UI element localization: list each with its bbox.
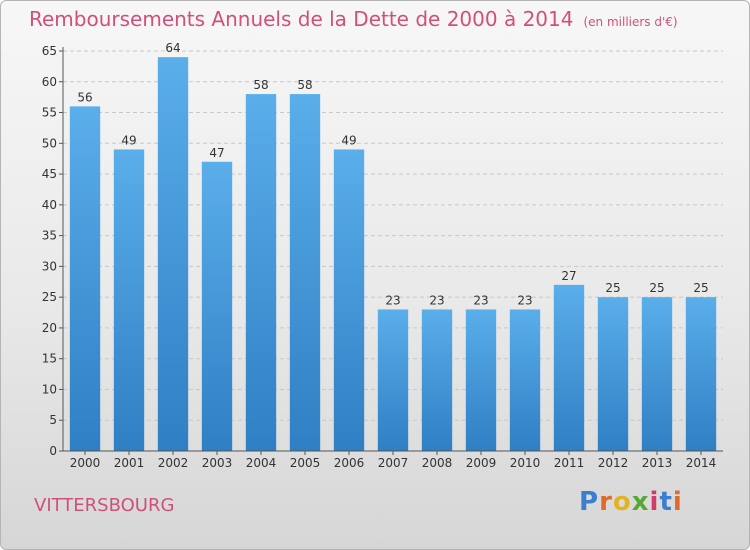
x-tick-label: 2003 xyxy=(202,456,233,470)
logo-letter: r xyxy=(599,487,613,517)
data-label: 23 xyxy=(385,293,400,307)
y-tick-label: 15 xyxy=(42,352,57,366)
x-tick-label: 2012 xyxy=(598,456,629,470)
data-label: 27 xyxy=(561,269,576,283)
data-label: 23 xyxy=(517,293,532,307)
data-label: 47 xyxy=(209,146,224,160)
x-tick-label: 2000 xyxy=(70,456,101,470)
data-label: 23 xyxy=(429,293,444,307)
data-label: 58 xyxy=(297,78,312,92)
y-tick-label: 45 xyxy=(42,167,57,181)
chart-title-text: Remboursements Annuels de la Dette de 20… xyxy=(29,7,574,31)
x-tick-label: 2007 xyxy=(378,456,409,470)
logo-letter: i xyxy=(672,487,683,517)
x-tick-label: 2005 xyxy=(290,456,321,470)
logo-letter: t xyxy=(659,487,673,517)
bar xyxy=(641,297,673,451)
y-tick-label: 60 xyxy=(42,75,57,89)
bar xyxy=(69,106,101,451)
bar xyxy=(685,297,717,451)
bar xyxy=(377,309,409,451)
bar xyxy=(157,57,189,452)
chart-title: Remboursements Annuels de la Dette de 20… xyxy=(29,7,678,31)
data-label: 49 xyxy=(121,133,136,147)
data-label: 25 xyxy=(649,281,664,295)
x-tick-label: 2008 xyxy=(422,456,453,470)
x-tick-label: 2006 xyxy=(334,456,365,470)
y-tick-label: 35 xyxy=(42,229,57,243)
y-tick-label: 20 xyxy=(42,321,57,335)
bar xyxy=(289,94,321,452)
y-tick-label: 55 xyxy=(42,106,57,120)
y-tick-label: 65 xyxy=(42,44,57,58)
x-tick-label: 2014 xyxy=(686,456,717,470)
commune-name: VITTERSBOURG xyxy=(34,495,175,516)
y-tick-label: 0 xyxy=(49,444,57,458)
proxiti-logo: Proxiti xyxy=(579,487,683,517)
data-label: 56 xyxy=(77,90,92,104)
bar xyxy=(597,297,629,451)
x-tick-label: 2013 xyxy=(642,456,673,470)
logo-letter: P xyxy=(579,487,600,517)
bar xyxy=(421,309,453,451)
bar xyxy=(245,94,277,452)
bar xyxy=(201,161,233,451)
logo-letter: o xyxy=(612,487,632,517)
bar xyxy=(465,309,497,451)
y-tick-label: 40 xyxy=(42,198,57,212)
y-tick-label: 25 xyxy=(42,290,57,304)
y-tick-label: 50 xyxy=(42,136,57,150)
x-tick-label: 2011 xyxy=(554,456,585,470)
x-tick-label: 2010 xyxy=(510,456,541,470)
x-tick-label: 2009 xyxy=(466,456,497,470)
y-tick-label: 30 xyxy=(42,259,57,273)
y-tick-label: 5 xyxy=(49,413,57,427)
chart-unit: (en milliers d'€) xyxy=(583,15,678,29)
data-label: 23 xyxy=(473,293,488,307)
bar xyxy=(509,309,541,451)
data-label: 49 xyxy=(341,133,356,147)
logo-letter: i xyxy=(649,487,660,517)
bar xyxy=(553,284,585,451)
x-tick-label: 2004 xyxy=(246,456,277,470)
logo-letter: x xyxy=(631,487,650,517)
data-label: 25 xyxy=(605,281,620,295)
bar xyxy=(333,149,365,451)
y-tick-label: 10 xyxy=(42,382,57,396)
data-label: 64 xyxy=(165,41,180,55)
data-label: 58 xyxy=(253,78,268,92)
data-label: 25 xyxy=(693,281,708,295)
x-tick-label: 2002 xyxy=(158,456,189,470)
x-tick-label: 2001 xyxy=(114,456,145,470)
bar xyxy=(113,149,145,451)
